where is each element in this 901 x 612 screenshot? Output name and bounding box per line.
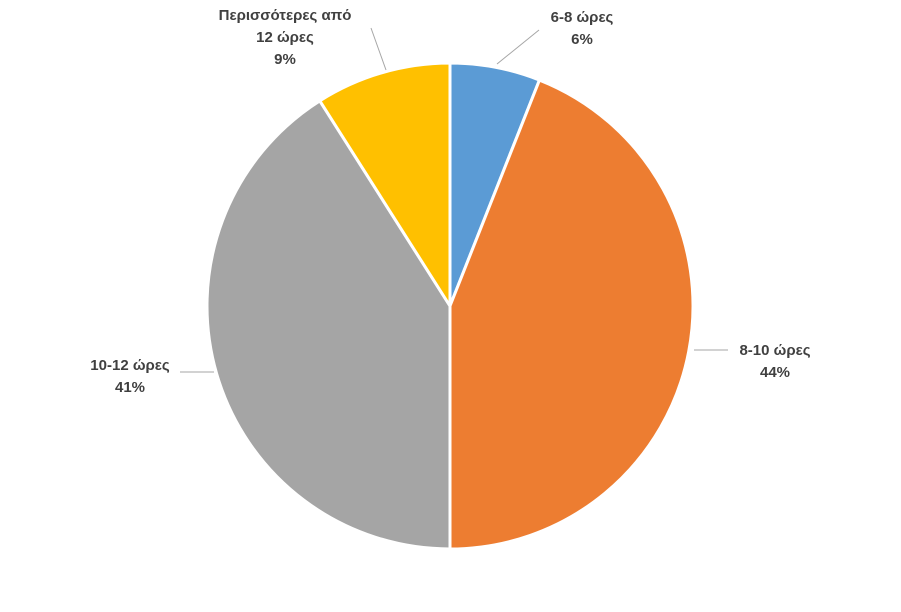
data-label-category: 10-12 ώρες (90, 357, 170, 374)
data-label-percent: 41% (115, 379, 145, 396)
data-label-category: 8-10 ώρες (739, 342, 810, 359)
leader-line-1 (496, 29, 540, 65)
data-label-percent: 6% (571, 31, 593, 48)
data-label-3: 10-12 ώρες 41% (90, 357, 170, 396)
pie-slice-4 (317, 61, 452, 312)
data-label-percent: 9% (274, 51, 296, 68)
data-label-category: 12 ώρες (256, 29, 314, 46)
data-label-4: Περισσότερες από 12 ώρες 9% (219, 7, 352, 68)
slices-group (205, 61, 695, 551)
pie-slice-2 (448, 78, 695, 551)
data-label-percent: 44% (760, 364, 790, 381)
leader-lines-group (180, 27, 728, 373)
leader-line-4 (370, 27, 387, 71)
data-labels-group: 6-8 ώρες 6% 8-10 ώρες 44% 10-12 ώρες 41% Περισ… (90, 7, 810, 396)
data-label-1: 6-8 ώρες 6% (551, 9, 614, 48)
data-label-category: 6-8 ώρες (551, 9, 614, 26)
data-label-category: Περισσότερες από (219, 7, 352, 24)
data-label-2: 8-10 ώρες 44% (739, 342, 810, 381)
